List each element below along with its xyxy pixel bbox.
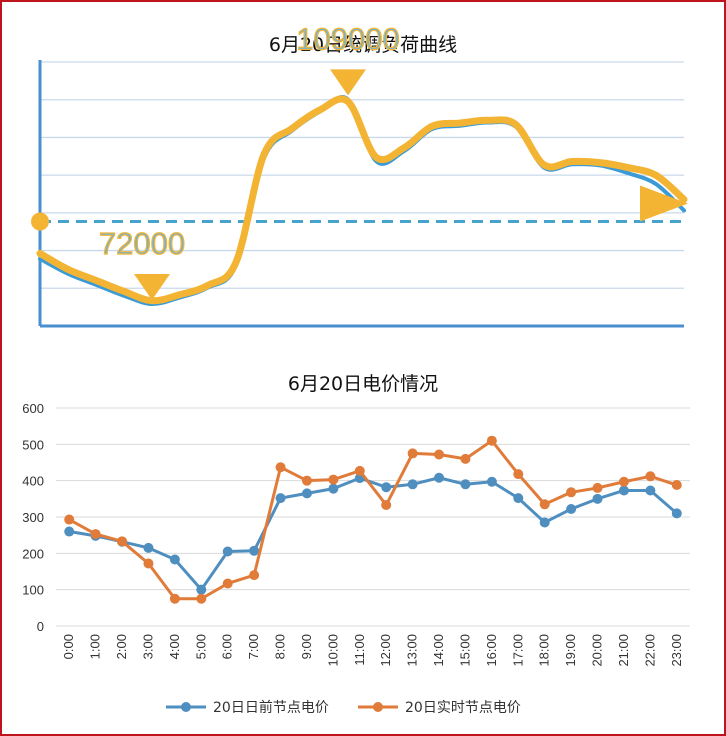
load-chart-title: 6月20日统调负荷曲线 [268,34,458,56]
load-end-arrow [640,185,688,222]
peak-label: 109000 [296,21,399,56]
load-series-forecast [36,95,688,305]
load-reference-marker [31,212,49,231]
valley-marker [134,274,170,300]
peak-marker [330,69,366,96]
load-chart: 109000 72000 [31,21,688,328]
price-chart-title: 6月20日电价情况 [287,373,439,395]
valley-label: 72000 [99,226,185,261]
